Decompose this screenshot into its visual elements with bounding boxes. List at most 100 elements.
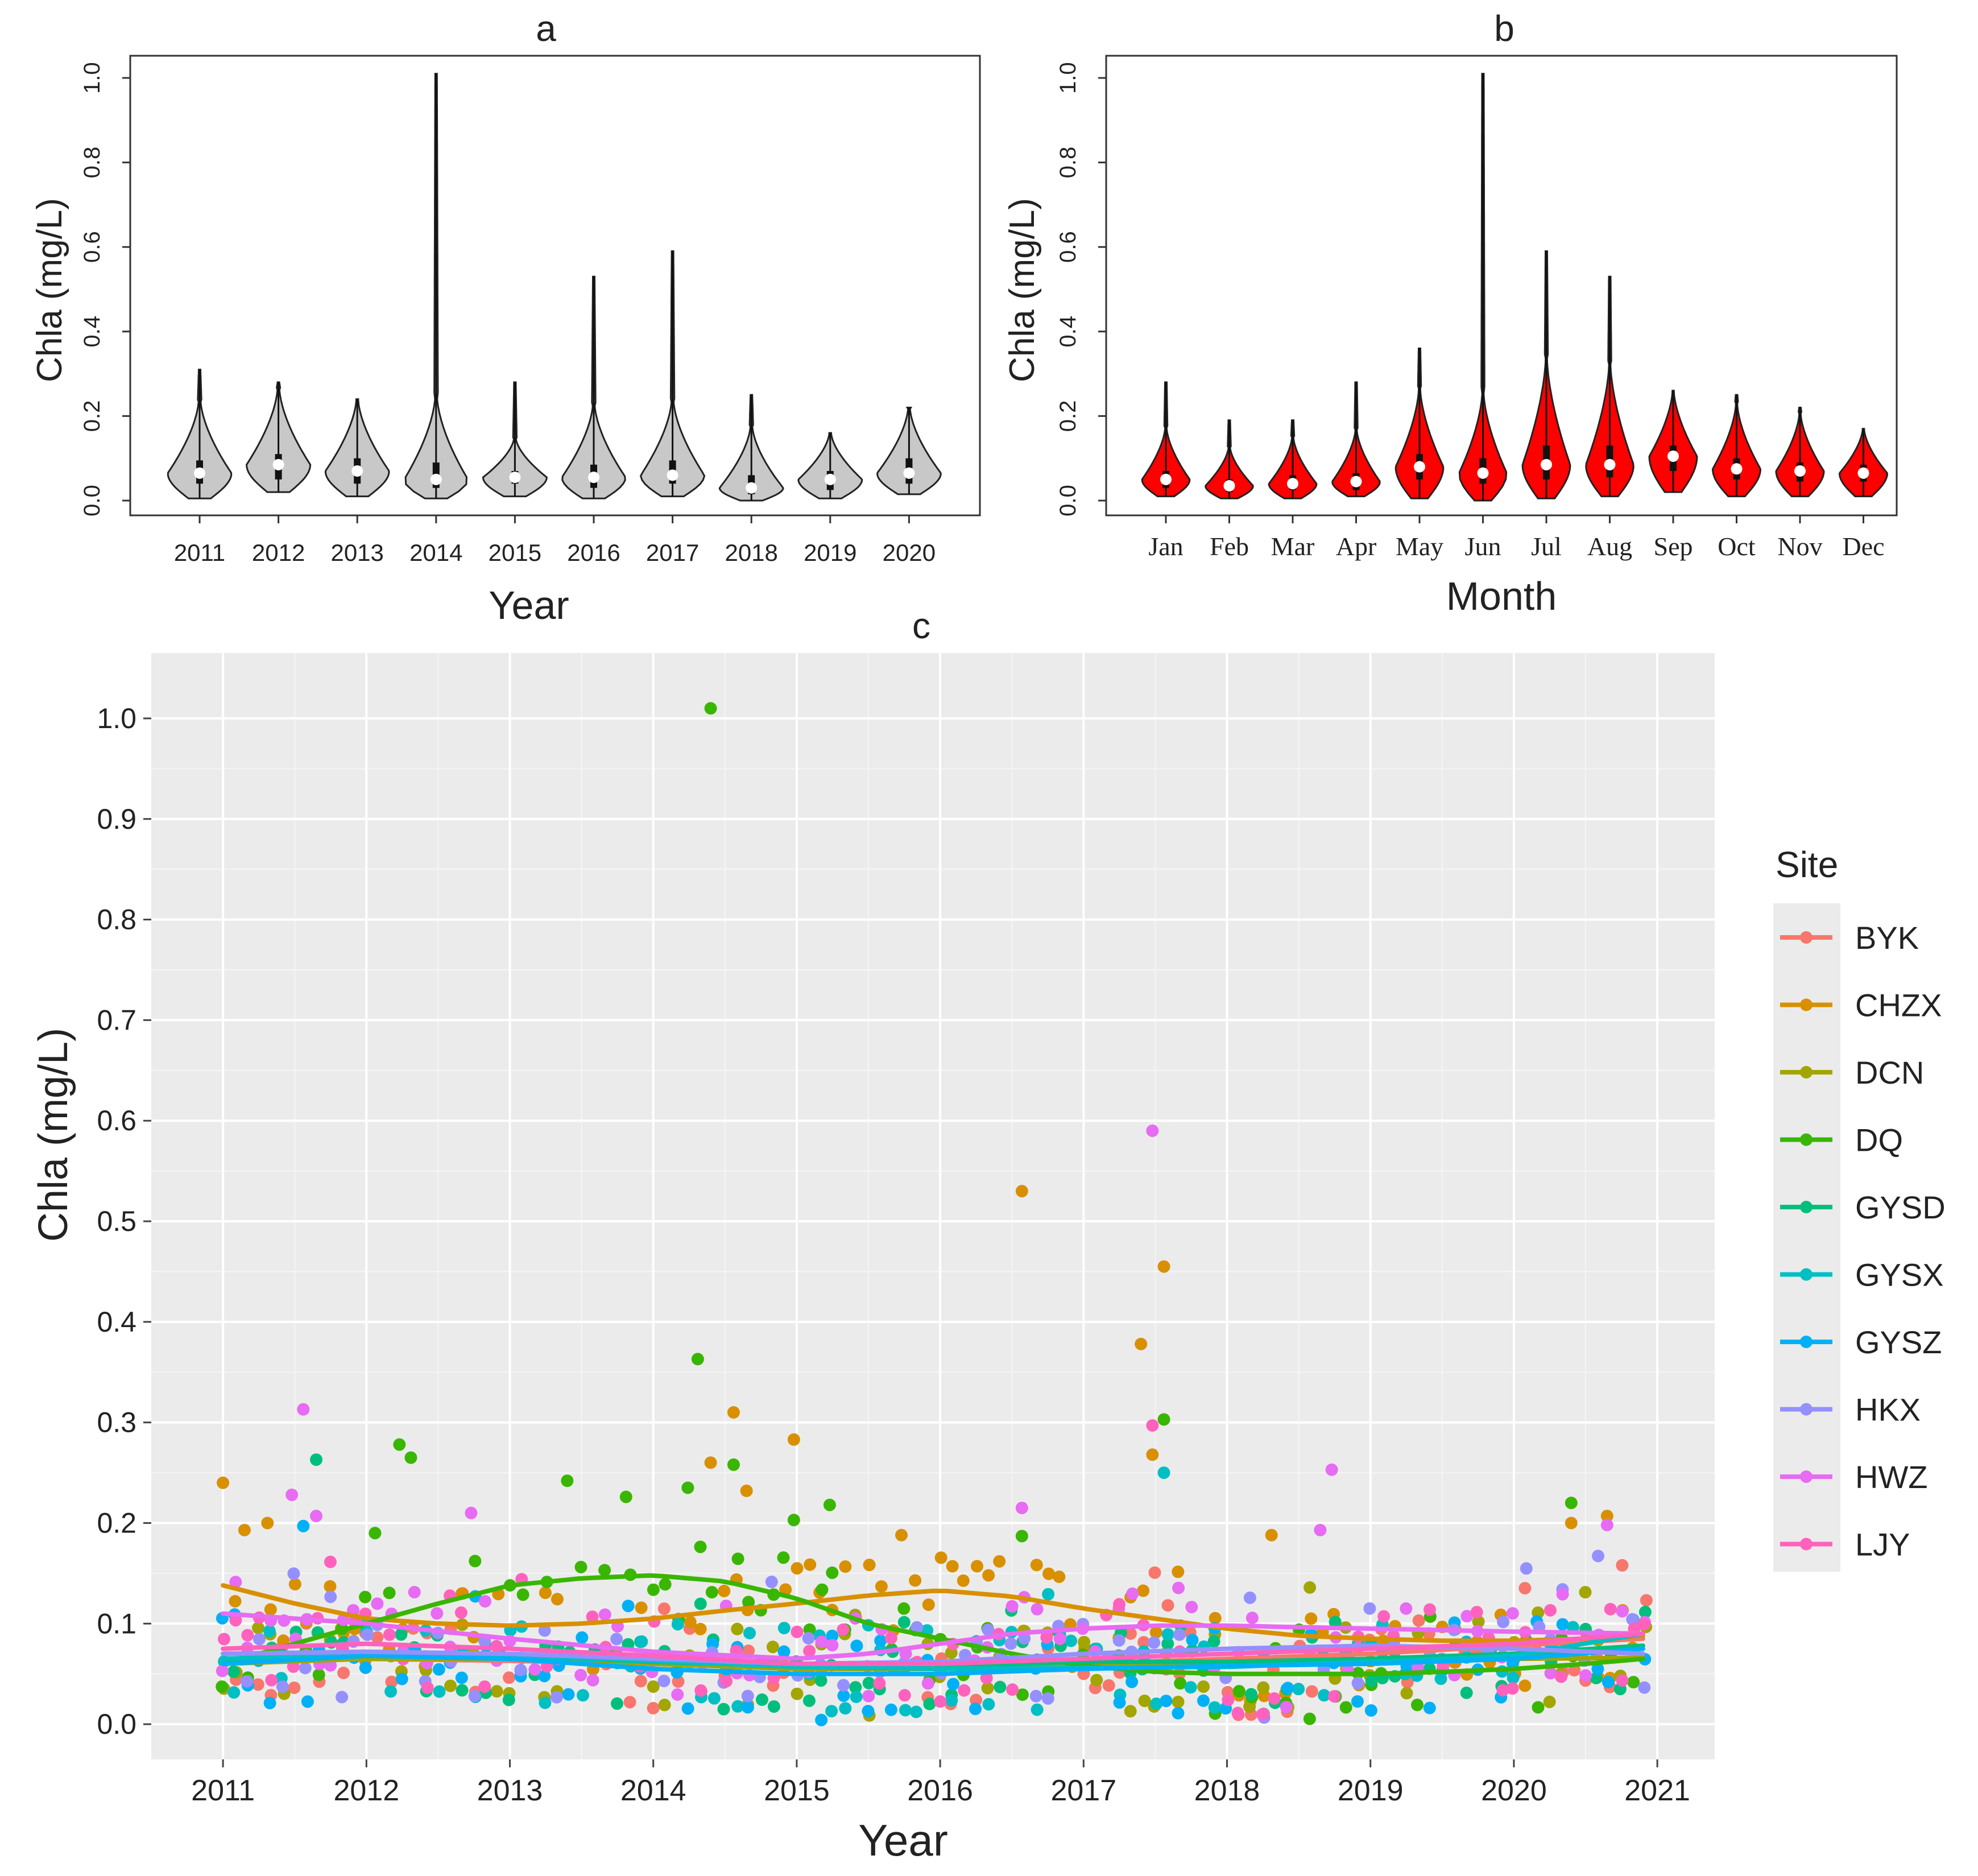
point-GYSZ xyxy=(1281,1681,1294,1695)
point-CHZX xyxy=(1042,1567,1055,1580)
point-DQ xyxy=(1157,1413,1170,1426)
point-GYSX xyxy=(1208,1701,1221,1714)
point-CHZX xyxy=(288,1578,301,1590)
point-CHZX xyxy=(971,1560,983,1573)
point-DCN xyxy=(647,1680,660,1693)
point-CHZX xyxy=(1149,1626,1162,1639)
point-LJY xyxy=(1604,1602,1617,1615)
point-GYSX xyxy=(1184,1681,1197,1694)
a-x-tick-label: 2011 xyxy=(174,539,225,566)
point-HWZ xyxy=(1185,1601,1198,1614)
point-DQ xyxy=(216,1680,229,1693)
point-GYSX xyxy=(433,1685,446,1698)
point-GYSZ xyxy=(301,1695,314,1708)
point-CHZX xyxy=(993,1555,1006,1568)
a-median-2016 xyxy=(588,472,599,484)
legend-key-point-LJY xyxy=(1800,1538,1813,1551)
trend-DQ xyxy=(221,1573,1645,1676)
point-DQ xyxy=(469,1555,482,1568)
point-HKX xyxy=(299,1662,312,1675)
point-CHZX xyxy=(740,1484,753,1497)
point-CHZX xyxy=(982,1569,995,1582)
legend-label-CHZX: CHZX xyxy=(1855,987,1942,1023)
point-GYSZ xyxy=(455,1671,468,1684)
b-median-Sep xyxy=(1667,450,1679,462)
point-GYSD xyxy=(611,1697,623,1710)
point-BYK xyxy=(1137,1636,1151,1649)
point-HKX xyxy=(324,1590,337,1604)
point-DCN xyxy=(1197,1680,1210,1693)
c-y-tick-label: 0.1 xyxy=(97,1608,136,1639)
point-LJY xyxy=(791,1625,804,1638)
legend-key-point-HKX xyxy=(1800,1403,1813,1416)
legend-key-point-CHZX xyxy=(1800,998,1813,1011)
point-HWZ xyxy=(1400,1602,1413,1615)
point-BYK xyxy=(647,1702,660,1714)
a-x-tick-label: 2017 xyxy=(646,539,699,566)
b-median-Jun xyxy=(1477,467,1489,479)
point-GYSZ xyxy=(1113,1696,1126,1709)
point-GYSX xyxy=(777,1622,791,1635)
b-x-tick-label: Apr xyxy=(1336,532,1377,561)
legend-label-LJY: LJY xyxy=(1855,1527,1910,1563)
c-y-tick-label: 0.8 xyxy=(97,904,136,936)
point-LJY xyxy=(229,1614,242,1627)
c-y-tick-label: 0.6 xyxy=(97,1105,136,1137)
point-HWZ xyxy=(371,1597,384,1610)
panel-c-y-axis: 0.0 0.1 0.2 0.3 0.4 0.5 0.6 0.7 0.8 0.9 1.0 xyxy=(97,703,151,1740)
c-x-tick-label: 2012 xyxy=(333,1774,399,1807)
point-DCN xyxy=(490,1685,503,1698)
legend-key-point-GYSD xyxy=(1800,1201,1813,1213)
point-HWZ xyxy=(408,1586,421,1598)
point-LJY xyxy=(934,1695,947,1708)
point-GYSD xyxy=(1207,1635,1220,1648)
point-CHZX xyxy=(1157,1260,1170,1273)
point-BYK xyxy=(1124,1627,1137,1640)
point-HWZ xyxy=(1031,1602,1044,1615)
point-BYK xyxy=(1518,1582,1532,1595)
point-HWZ xyxy=(671,1688,684,1701)
legend-label-GYSZ: GYSZ xyxy=(1855,1324,1942,1360)
point-GYSD xyxy=(1245,1688,1258,1701)
b-x-tick-label: May xyxy=(1396,532,1443,561)
panel-b: b 0.00.20.40.60.81.0 Jan Feb Mar Apr May Jun J… xyxy=(1003,8,1898,618)
point-HKX xyxy=(1173,1628,1186,1641)
panel-b-x-axis: Jan Feb Mar Apr May Jun Jul Aug Sep Oct Nov Dec xyxy=(1148,515,1885,561)
point-HKX xyxy=(911,1621,924,1634)
legend-key-point-DQ xyxy=(1800,1133,1813,1146)
c-x-tick-label: 2015 xyxy=(764,1774,830,1807)
point-GYSZ xyxy=(826,1629,839,1642)
point-HWZ xyxy=(528,1663,541,1676)
point-GYSX xyxy=(982,1698,995,1711)
point-HWZ xyxy=(598,1608,611,1621)
point-GYSD xyxy=(310,1453,323,1466)
point-GYSZ xyxy=(1172,1706,1185,1720)
legend-label-DCN: DCN xyxy=(1855,1055,1924,1090)
panel-a-x-label: Year xyxy=(489,583,569,627)
b-x-tick-label: Dec xyxy=(1842,532,1884,561)
point-CHZX xyxy=(718,1585,731,1597)
point-DCN xyxy=(981,1681,994,1695)
point-BYK xyxy=(385,1675,398,1688)
point-DCN xyxy=(1078,1635,1091,1648)
point-GYSD xyxy=(923,1697,936,1710)
point-GYSD xyxy=(802,1694,816,1707)
c-x-tick-label: 2011 xyxy=(191,1774,255,1807)
point-DCN xyxy=(1138,1695,1151,1708)
point-LJY xyxy=(241,1629,254,1642)
point-HWZ xyxy=(1245,1611,1259,1625)
point-DQ xyxy=(1232,1685,1245,1698)
point-CHZX xyxy=(787,1433,800,1446)
point-CHZX xyxy=(839,1560,852,1573)
trend-LJY xyxy=(221,1631,1645,1666)
point-GYSD xyxy=(717,1703,730,1716)
point-GYSD xyxy=(1460,1687,1473,1699)
b-median-Dec xyxy=(1857,467,1869,479)
c-x-tick-label: 2014 xyxy=(620,1774,686,1807)
b-x-tick-label: Jul xyxy=(1531,532,1562,561)
point-GYSX xyxy=(1434,1672,1447,1685)
point-DCN xyxy=(731,1622,744,1635)
a-y-tick-label: 0.4 xyxy=(80,316,105,348)
point-DQ xyxy=(359,1590,372,1604)
